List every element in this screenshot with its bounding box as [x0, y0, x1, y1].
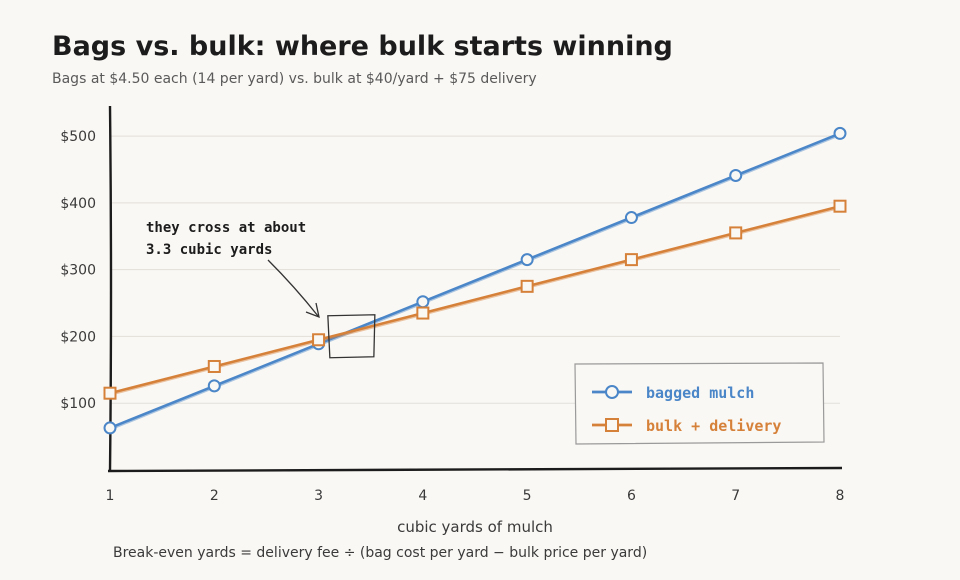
- point-bagged-2: [207, 379, 221, 393]
- point-bulk-3: [312, 333, 326, 347]
- chart-subtitle: Bags at $4.50 each (14 per yard) vs. bul…: [52, 71, 537, 87]
- chart-title: Bags vs. bulk: where bulk starts winning: [52, 31, 673, 62]
- annotation-line-2: 3.3 cubic yards: [146, 242, 272, 258]
- point-bulk-2: [207, 359, 221, 373]
- point-bulk-5: [520, 279, 534, 293]
- point-bagged-7: [729, 168, 743, 182]
- point-bulk-6: [624, 253, 638, 267]
- point-bulk-4: [416, 306, 430, 320]
- y-axis-line: [108, 105, 113, 473]
- crossover-highlight-box: [327, 314, 376, 359]
- legend-label-bagged: bagged mulch: [646, 384, 754, 402]
- point-bagged-1: [103, 421, 117, 435]
- y-tick-label-200: $200: [60, 329, 96, 345]
- point-bagged-8: [833, 126, 847, 140]
- x-tick-label-1: 1: [106, 488, 115, 504]
- x-axis-line: [107, 466, 843, 473]
- legend: bagged mulch bulk + delivery: [574, 362, 825, 445]
- footnote: Break-even yards = delivery fee ÷ (bag c…: [113, 545, 647, 561]
- y-tick-label-100: $100: [60, 396, 96, 412]
- annotation-arrow: [267, 259, 319, 317]
- series-bagged-sketch-line: [110, 134, 842, 431]
- point-bulk-1: [103, 386, 117, 400]
- series-bulk-line: [109, 204, 841, 395]
- point-bulk-7: [729, 226, 743, 240]
- series-bagged-line: [109, 132, 841, 430]
- x-tick-label-3: 3: [314, 488, 323, 504]
- point-bagged-6: [624, 211, 638, 225]
- y-tick-label-500: $500: [60, 129, 96, 145]
- x-axis-label: cubic yards of mulch: [397, 518, 553, 536]
- x-tick-label-2: 2: [210, 488, 219, 504]
- annotation-line-1: they cross at about: [146, 220, 306, 236]
- y-tick-label-300: $300: [60, 263, 96, 279]
- point-bulk-8: [833, 199, 847, 213]
- y-tick-label-400: $400: [60, 196, 96, 212]
- x-tick-label-8: 8: [836, 488, 845, 504]
- annotation-arrowhead: [305, 302, 320, 319]
- legend-marker-bagged: [605, 385, 619, 399]
- series-bulk-sketch-line: [110, 207, 841, 396]
- legend-box: [574, 362, 825, 445]
- point-bagged-4: [416, 295, 430, 309]
- x-tick-label-4: 4: [418, 488, 427, 504]
- x-tick-label-6: 6: [627, 488, 636, 504]
- x-tick-label-7: 7: [731, 488, 740, 504]
- x-tick-label-5: 5: [523, 488, 532, 504]
- series-layer: [103, 126, 847, 435]
- legend-label-bulk: bulk + delivery: [646, 417, 781, 435]
- y-axis-ticks: $100 $200 $300 $400 $500: [60, 129, 96, 412]
- legend-marker-bulk: [605, 418, 619, 432]
- point-bagged-5: [520, 253, 534, 267]
- x-axis-ticks: 1 2 3 4 5 6 7 8: [106, 488, 845, 504]
- crossover-annotation: they cross at about 3.3 cubic yards: [146, 220, 376, 359]
